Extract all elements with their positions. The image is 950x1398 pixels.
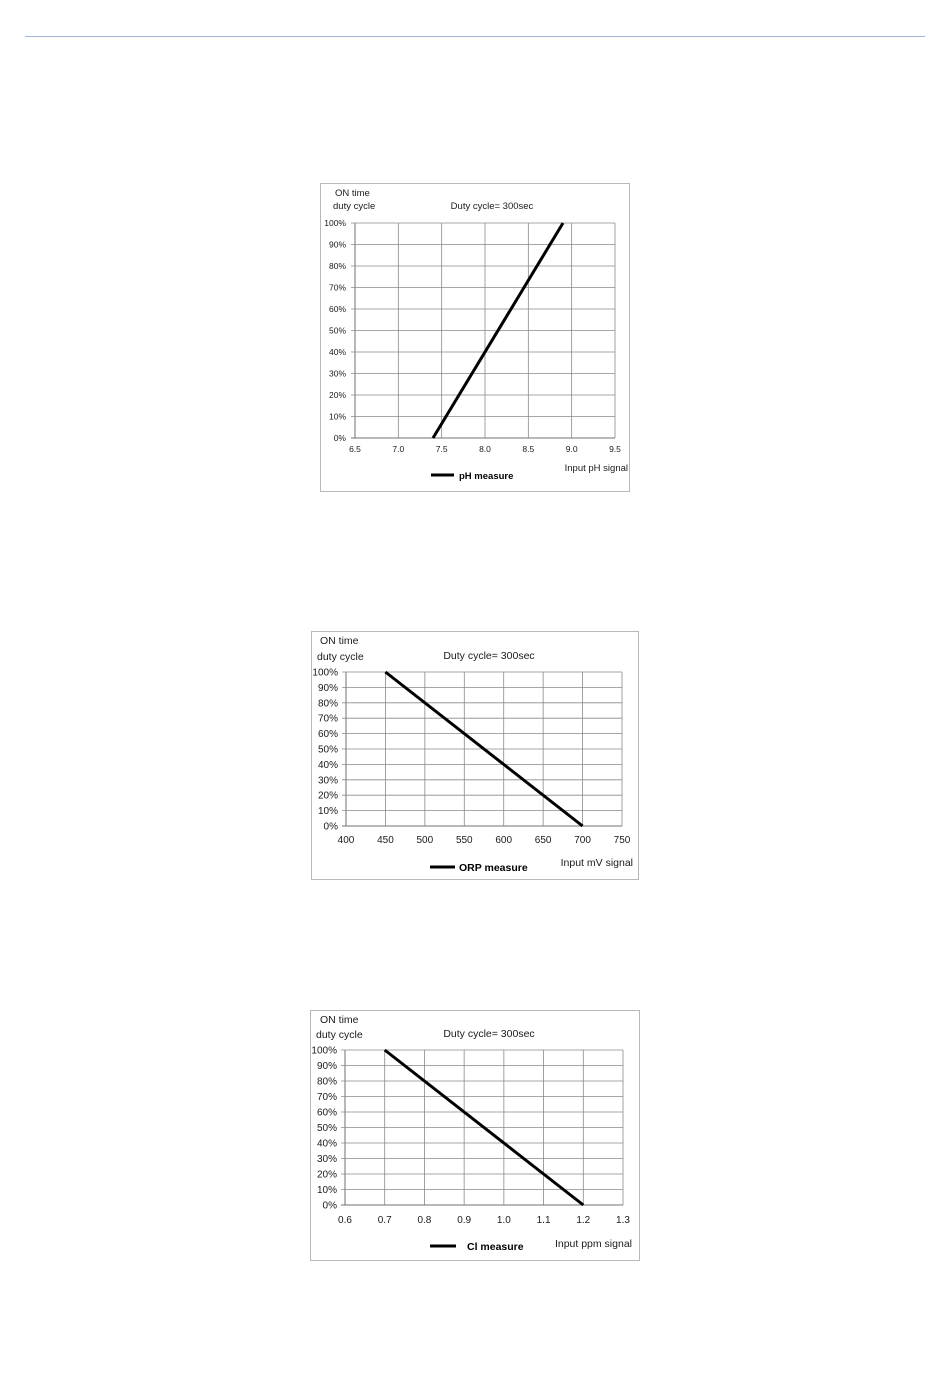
y-tick-label: 30%: [329, 368, 346, 378]
x-tick-label: 9.5: [609, 444, 621, 454]
y-tick-label: 10%: [329, 411, 346, 421]
y-tick-label: 0%: [334, 433, 347, 443]
y-axis-label-line1: ON time: [320, 1014, 359, 1026]
grid: [342, 671, 623, 827]
x-tick-label: 500: [417, 835, 434, 846]
y-tick-label: 40%: [329, 347, 346, 357]
y-tick-label: 20%: [329, 390, 346, 400]
x-tick-label: 8.0: [479, 444, 491, 454]
x-tick-label: 0.8: [417, 1215, 431, 1226]
y-tick-label: 50%: [318, 745, 338, 756]
y-tick-label: 70%: [318, 714, 338, 725]
orp-chart: ON time duty cycle Duty cycle= 300sec 40…: [311, 631, 639, 880]
y-tick-label: 90%: [329, 239, 346, 249]
legend-label: Cl measure: [467, 1241, 524, 1253]
y-tick-label: 100%: [324, 218, 346, 228]
ph-chart: ON time duty cycle Duty cycle= 300sec 6.…: [320, 183, 630, 492]
x-tick-label: 1.0: [497, 1215, 511, 1226]
x-tick-label: 750: [614, 835, 631, 846]
legend-label: pH measure: [459, 471, 513, 482]
chart-subtitle: Duty cycle= 300sec: [443, 1028, 534, 1040]
x-tick-label: 650: [535, 835, 552, 846]
y-tick-label: 30%: [317, 1154, 337, 1165]
x-tick-label: 9.0: [566, 444, 578, 454]
y-tick-label: 40%: [317, 1139, 337, 1150]
y-tick-label: 60%: [317, 1108, 337, 1119]
x-tick-label: 400: [338, 835, 355, 846]
y-tick-label: 20%: [318, 791, 338, 802]
y-axis-label-line2: duty cycle: [333, 201, 375, 212]
y-axis-label-line2: duty cycle: [317, 651, 364, 663]
grid: [341, 1049, 624, 1206]
y-tick-label: 0%: [323, 1201, 338, 1212]
x-tick-label: 600: [495, 835, 512, 846]
x-tick-label: 6.5: [349, 444, 361, 454]
y-tick-label: 40%: [318, 760, 338, 771]
orp-chart-panel: ON time duty cycle Duty cycle= 300sec 40…: [311, 631, 639, 881]
tick-labels: 400 450 500 550 600 650 700 750 0% 10% 20% 30% 40% 50…: [312, 668, 630, 847]
series-lines: [384, 670, 584, 828]
chart-subtitle: Duty cycle= 300sec: [451, 201, 534, 212]
y-tick-label: 50%: [317, 1123, 337, 1134]
y-axis-label-line2: duty cycle: [316, 1029, 363, 1041]
y-tick-label: 90%: [318, 683, 338, 694]
cl-chart-panel: ON time duty cycle Duty cycle= 300sec 0.…: [310, 1010, 640, 1262]
x-tick-label: 1.3: [616, 1215, 630, 1226]
chart-frame: [320, 183, 630, 492]
x-tick-label: 7.0: [392, 444, 404, 454]
x-tick-label: 700: [574, 835, 591, 846]
y-axis-label-line1: ON time: [320, 635, 359, 647]
series-lines: [431, 222, 565, 439]
x-tick-label: 1.1: [537, 1215, 551, 1226]
x-axis-label: Input mV signal: [561, 857, 633, 869]
series-line: [431, 222, 565, 439]
x-tick-label: 0.9: [457, 1215, 471, 1226]
series-line: [384, 670, 584, 828]
series-lines: [383, 1048, 585, 1207]
y-tick-label: 70%: [329, 282, 346, 292]
y-tick-label: 60%: [318, 729, 338, 740]
x-axis-label: Input pH signal: [565, 463, 628, 474]
chart-frame: [311, 631, 639, 880]
y-tick-label: 90%: [317, 1061, 337, 1072]
x-tick-label: 1.2: [576, 1215, 590, 1226]
grid: [351, 222, 616, 439]
x-tick-label: 450: [377, 835, 394, 846]
ph-chart-panel: ON time duty cycle Duty cycle= 300sec 6.…: [320, 183, 630, 493]
y-tick-label: 0%: [324, 822, 339, 833]
y-tick-label: 20%: [317, 1170, 337, 1181]
x-tick-label: 0.7: [378, 1215, 392, 1226]
y-tick-label: 100%: [311, 1046, 337, 1057]
tick-labels: 0.6 0.7 0.8 0.9 1.0 1.1 1.2 1.3 0% 10% 20% 30% 40% 50…: [311, 1046, 630, 1227]
y-tick-label: 80%: [329, 261, 346, 271]
chart-subtitle: Duty cycle= 300sec: [443, 650, 534, 662]
y-tick-label: 10%: [318, 806, 338, 817]
y-tick-label: 70%: [317, 1092, 337, 1103]
tick-labels: 6.5 7.0 7.5 8.0 8.5 9.0 9.5 0% 10% 20% 30% 40% 50% 60…: [324, 218, 621, 454]
y-tick-label: 60%: [329, 304, 346, 314]
y-tick-label: 80%: [317, 1077, 337, 1088]
chart-frame: [310, 1010, 640, 1261]
x-tick-label: 8.5: [522, 444, 534, 454]
series-line: [383, 1048, 585, 1207]
y-tick-label: 10%: [317, 1185, 337, 1196]
x-tick-label: 550: [456, 835, 473, 846]
y-tick-label: 100%: [312, 668, 338, 679]
legend-label: ORP measure: [459, 862, 528, 874]
y-axis-label-line1: ON time: [335, 188, 370, 199]
x-axis-label: Input ppm signal: [555, 1238, 632, 1250]
cl-chart: ON time duty cycle Duty cycle= 300sec 0.…: [310, 1010, 640, 1261]
y-tick-label: 50%: [329, 325, 346, 335]
x-tick-label: 0.6: [338, 1215, 352, 1226]
header-rule: [25, 36, 925, 37]
y-tick-label: 80%: [318, 698, 338, 709]
y-tick-label: 30%: [318, 775, 338, 786]
x-tick-label: 7.5: [436, 444, 448, 454]
